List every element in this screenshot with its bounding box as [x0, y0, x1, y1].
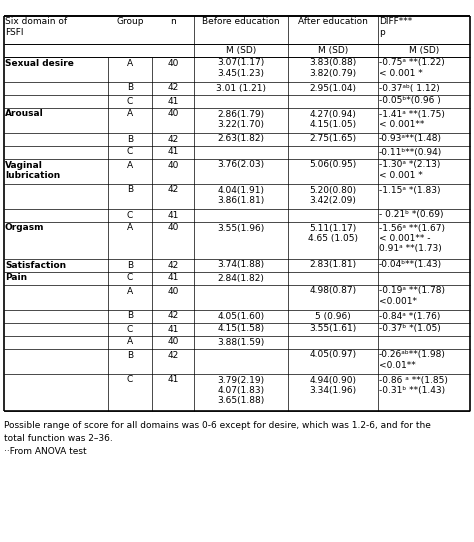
Text: -1.56ᵃ **(1.67)
< 0.001** -
0.91ᵃ **(1.73): -1.56ᵃ **(1.67) < 0.001** - 0.91ᵃ **(1.7…: [379, 223, 445, 253]
Text: - 0.21ᵇ *(0.69): - 0.21ᵇ *(0.69): [379, 210, 444, 220]
Text: 4.27(0.94)
4.15(1.05): 4.27(0.94) 4.15(1.05): [310, 109, 356, 129]
Text: 3.74(1.88): 3.74(1.88): [218, 261, 264, 269]
Text: 2.95(1.04): 2.95(1.04): [310, 83, 356, 93]
Text: 2.84(1.82): 2.84(1.82): [218, 274, 264, 282]
Text: A: A: [127, 160, 133, 170]
Text: -0.84ᵃ *(1.76): -0.84ᵃ *(1.76): [379, 312, 440, 320]
Text: A: A: [127, 223, 133, 233]
Text: total function was 2–36.: total function was 2–36.: [4, 434, 113, 443]
Text: Possible range of score for all domains was 0-6 except for desire, which was 1.2: Possible range of score for all domains …: [4, 421, 431, 430]
Text: 42: 42: [167, 312, 179, 320]
Text: -1.15ᵃ *(1.83): -1.15ᵃ *(1.83): [379, 185, 440, 195]
Text: C: C: [127, 210, 133, 220]
Text: 3.55(1.96): 3.55(1.96): [218, 223, 264, 233]
Text: Group: Group: [116, 17, 144, 27]
Text: B: B: [127, 83, 133, 93]
Text: 3.88(1.59): 3.88(1.59): [218, 338, 264, 346]
Text: 4.94(0.90)
3.34(1.96): 4.94(0.90) 3.34(1.96): [310, 376, 356, 395]
Text: -0.37ᵇ *(1.05): -0.37ᵇ *(1.05): [379, 325, 441, 333]
Text: 3.79(2.19)
4.07(1.83)
3.65(1.88): 3.79(2.19) 4.07(1.83) 3.65(1.88): [218, 376, 264, 405]
Text: 2.75(1.65): 2.75(1.65): [310, 134, 356, 144]
Text: Arousal: Arousal: [5, 109, 44, 119]
Text: 41: 41: [167, 325, 179, 333]
Text: M (SD): M (SD): [226, 46, 256, 55]
Text: 40: 40: [167, 287, 179, 295]
Text: A: A: [127, 338, 133, 346]
Text: DIFF***
p: DIFF*** p: [379, 17, 412, 37]
Text: A: A: [127, 59, 133, 68]
Text: 41: 41: [167, 210, 179, 220]
Text: 41: 41: [167, 376, 179, 384]
Text: C: C: [127, 325, 133, 333]
Text: M (SD): M (SD): [409, 46, 439, 55]
Text: 4.15(1.58): 4.15(1.58): [218, 325, 264, 333]
Text: -0.75ᵃ **(1.22)
< 0.001 *: -0.75ᵃ **(1.22) < 0.001 *: [379, 59, 445, 78]
Text: 40: 40: [167, 223, 179, 233]
Text: A: A: [127, 287, 133, 295]
Text: -0.19ᵃ **(1.78)
<0.001*: -0.19ᵃ **(1.78) <0.001*: [379, 287, 445, 306]
Text: 5 (0.96): 5 (0.96): [315, 312, 351, 320]
Text: 5.20(0.80)
3.42(2.09): 5.20(0.80) 3.42(2.09): [310, 185, 356, 205]
Text: 40: 40: [167, 160, 179, 170]
Text: 3.83(0.88)
3.82(0.79): 3.83(0.88) 3.82(0.79): [310, 59, 356, 78]
Text: B: B: [127, 351, 133, 359]
Text: 3.76(2.03): 3.76(2.03): [218, 160, 264, 170]
Text: Six domain of
FSFI: Six domain of FSFI: [5, 17, 67, 37]
Text: -0.93ᵃ**(1.48): -0.93ᵃ**(1.48): [379, 134, 442, 144]
Text: -0.86 ᵃ **(1.85)
-0.31ᵇ **(1.43): -0.86 ᵃ **(1.85) -0.31ᵇ **(1.43): [379, 376, 448, 395]
Text: C: C: [127, 147, 133, 157]
Text: B: B: [127, 134, 133, 144]
Text: 40: 40: [167, 59, 179, 68]
Text: 42: 42: [167, 185, 179, 195]
Text: 4.98(0.87): 4.98(0.87): [310, 287, 356, 295]
Text: Pain: Pain: [5, 274, 27, 282]
Text: 2.86(1.79)
3.22(1.70): 2.86(1.79) 3.22(1.70): [218, 109, 264, 129]
Text: 42: 42: [167, 261, 179, 269]
Text: C: C: [127, 96, 133, 106]
Text: 41: 41: [167, 274, 179, 282]
Text: 4.04(1.91)
3.86(1.81): 4.04(1.91) 3.86(1.81): [218, 185, 264, 205]
Text: B: B: [127, 185, 133, 195]
Text: 3.01 (1.21): 3.01 (1.21): [216, 83, 266, 93]
Text: 41: 41: [167, 147, 179, 157]
Text: B: B: [127, 312, 133, 320]
Text: Vaginal
lubrication: Vaginal lubrication: [5, 160, 60, 180]
Text: n: n: [170, 17, 176, 27]
Text: After education: After education: [298, 17, 368, 27]
Text: Before education: Before education: [202, 17, 280, 27]
Text: 41: 41: [167, 96, 179, 106]
Text: ··From ANOVA test: ··From ANOVA test: [4, 447, 87, 456]
Text: 4.05(1.60): 4.05(1.60): [218, 312, 264, 320]
Text: B: B: [127, 261, 133, 269]
Text: 42: 42: [167, 351, 179, 359]
Text: Orgasm: Orgasm: [5, 223, 45, 233]
Text: 3.55(1.61): 3.55(1.61): [310, 325, 356, 333]
Text: -0.11ᵇ**(0.94): -0.11ᵇ**(0.94): [379, 147, 442, 157]
Text: 42: 42: [167, 134, 179, 144]
Text: -1.41ᵃ **(1.75)
< 0.001**: -1.41ᵃ **(1.75) < 0.001**: [379, 109, 445, 129]
Text: -0.05ᵇ*(0.96 ): -0.05ᵇ*(0.96 ): [379, 96, 441, 106]
Text: 40: 40: [167, 109, 179, 119]
Text: A: A: [127, 109, 133, 119]
Text: -1.30ᵃ *(2.13)
< 0.001 *: -1.30ᵃ *(2.13) < 0.001 *: [379, 160, 440, 180]
Text: 42: 42: [167, 83, 179, 93]
Text: 40: 40: [167, 338, 179, 346]
Text: -0.37ᵃᵇ( 1.12): -0.37ᵃᵇ( 1.12): [379, 83, 440, 93]
Text: C: C: [127, 274, 133, 282]
Text: -0.04ᵇ**(1.43): -0.04ᵇ**(1.43): [379, 261, 442, 269]
Text: 2.63(1.82): 2.63(1.82): [218, 134, 264, 144]
Text: 4.05(0.97): 4.05(0.97): [310, 351, 356, 359]
Text: C: C: [127, 376, 133, 384]
Text: 2.83(1.81): 2.83(1.81): [310, 261, 356, 269]
Text: Satisfaction: Satisfaction: [5, 261, 66, 269]
Text: Sexual desire: Sexual desire: [5, 59, 74, 68]
Text: 5.06(0.95): 5.06(0.95): [310, 160, 356, 170]
Text: -0.26ᵃᵇ**(1.98)
<0.01**: -0.26ᵃᵇ**(1.98) <0.01**: [379, 351, 446, 370]
Text: 5.11(1.17)
4.65 (1.05): 5.11(1.17) 4.65 (1.05): [308, 223, 358, 243]
Text: M (SD): M (SD): [318, 46, 348, 55]
Text: 3.07(1.17)
3.45(1.23): 3.07(1.17) 3.45(1.23): [218, 59, 264, 78]
